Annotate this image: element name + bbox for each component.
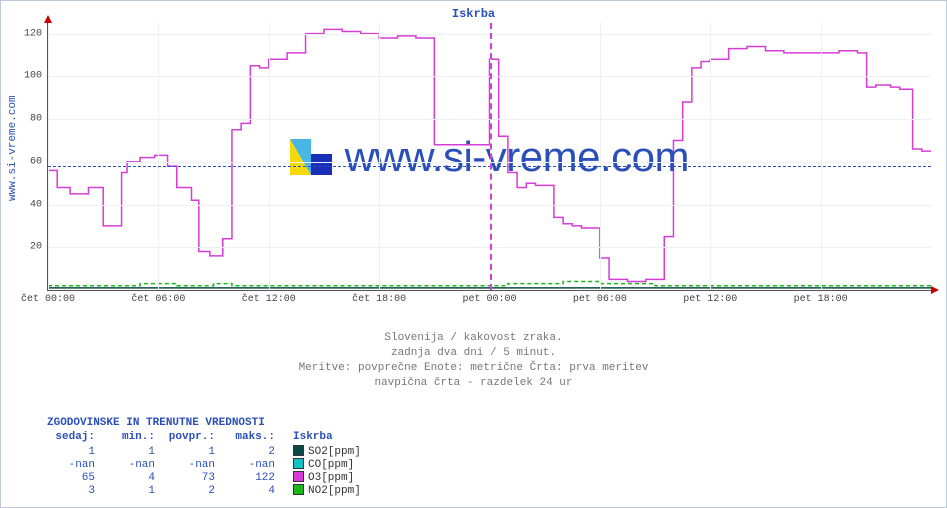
stats-cell: 1	[47, 445, 107, 458]
legend-swatch-icon	[293, 445, 304, 456]
legend-item: SO2[ppm]	[287, 445, 373, 458]
stats-cell: 1	[107, 484, 167, 497]
stats-cell: -nan	[167, 458, 227, 471]
stats-col-header: povpr.:	[167, 431, 227, 445]
x-tick-label: čet 12:00	[242, 290, 296, 305]
stats-cell: 4	[227, 484, 287, 497]
y-tick-label: 80	[30, 114, 48, 125]
grid-line-v	[269, 23, 270, 290]
y-tick-label: 100	[24, 71, 48, 82]
stats-cell: 2	[227, 445, 287, 458]
y-tick-label: 20	[30, 242, 48, 253]
stats-cell: -nan	[47, 458, 107, 471]
x-axis-arrow-icon	[931, 286, 939, 294]
stats-col-header: maks.:	[227, 431, 287, 445]
x-tick-label: čet 06:00	[131, 290, 185, 305]
x-tick-label: čet 00:00	[21, 290, 75, 305]
x-tick-label: pet 06:00	[573, 290, 627, 305]
table-row: -nan-nan-nan-nanCO[ppm]	[47, 458, 373, 471]
x-tick-label: čet 18:00	[352, 290, 406, 305]
legend-item: O3[ppm]	[287, 471, 373, 484]
stats-cell: 2	[167, 484, 227, 497]
legend-label: CO[ppm]	[308, 459, 354, 471]
legend-swatch-icon	[293, 458, 304, 469]
caption-line: Slovenija / kakovost zraka.	[1, 331, 946, 346]
y-axis-label: www.si-vreme.com	[7, 95, 19, 201]
stats-cell: 122	[227, 471, 287, 484]
table-row: 1112SO2[ppm]	[47, 445, 373, 458]
stats-cell: -nan	[227, 458, 287, 471]
stats-table: sedaj:min.:povpr.:maks.:Iskrba 1112SO2[p…	[47, 431, 373, 497]
y-axis-arrow-icon	[44, 15, 52, 23]
legend-label: O3[ppm]	[308, 472, 354, 484]
grid-line-v	[600, 23, 601, 290]
table-row: 3124 NO2[ppm]	[47, 484, 373, 497]
grid-line-v	[379, 23, 380, 290]
stats-cell: 4	[107, 471, 167, 484]
grid-line-v	[158, 23, 159, 290]
caption-line: zadnja dva dni / 5 minut.	[1, 346, 946, 361]
plot-area: www.si-vreme.com 20406080100120čet 00:00…	[47, 23, 931, 291]
stats-cell: 73	[167, 471, 227, 484]
y-tick-label: 40	[30, 199, 48, 210]
caption-line: navpična črta - razdelek 24 ur	[1, 376, 946, 391]
chart-caption: Slovenija / kakovost zraka. zadnja dva d…	[1, 331, 946, 390]
x-tick-label: pet 12:00	[683, 290, 737, 305]
grid-line-v	[710, 23, 711, 290]
stats-cell: 65	[47, 471, 107, 484]
stats-cell: 1	[107, 445, 167, 458]
y-tick-label: 120	[24, 28, 48, 39]
stats-col-header: sedaj:	[47, 431, 107, 445]
caption-line: Meritve: povprečne Enote: metrične Črta:…	[1, 361, 946, 376]
stats-location-header: Iskrba	[287, 431, 373, 445]
stats-title: ZGODOVINSKE IN TRENUTNE VREDNOSTI	[47, 417, 373, 429]
stats-cell: -nan	[107, 458, 167, 471]
grid-line-v	[821, 23, 822, 290]
stats-cell: 1	[167, 445, 227, 458]
legend-item: NO2[ppm]	[287, 484, 373, 497]
y-tick-label: 60	[30, 156, 48, 167]
x-tick-label: pet 18:00	[794, 290, 848, 305]
x-tick-label: pet 00:00	[462, 290, 516, 305]
legend-swatch-icon	[293, 484, 304, 495]
legend-item: CO[ppm]	[287, 458, 373, 471]
legend-label: SO2[ppm]	[308, 446, 361, 458]
grid-line-v	[48, 23, 49, 290]
legend-swatch-icon	[293, 471, 304, 482]
stats-cell: 3	[47, 484, 107, 497]
chart-area: www.si-vreme.com 20406080100120čet 00:00…	[47, 23, 931, 323]
day-divider-line	[490, 23, 492, 290]
table-row: 65473122 O3[ppm]	[47, 471, 373, 484]
chart-title: Iskrba	[1, 1, 946, 23]
stats-col-header: min.:	[107, 431, 167, 445]
stats-block: ZGODOVINSKE IN TRENUTNE VREDNOSTI sedaj:…	[47, 417, 373, 497]
legend-label: NO2[ppm]	[308, 485, 361, 497]
